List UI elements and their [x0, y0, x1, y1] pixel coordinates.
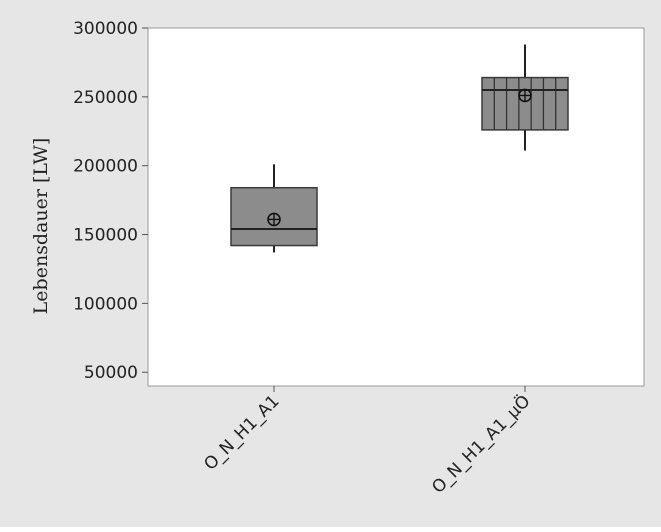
y-tick-label-3: 200000 — [73, 157, 138, 177]
y-tick-label-5: 300000 — [73, 19, 138, 39]
box-0 — [230, 164, 318, 253]
box-1 — [481, 44, 569, 151]
y-tick-label-1: 100000 — [73, 294, 138, 314]
box-series — [230, 44, 569, 253]
y-tick-label-0: 50000 — [84, 363, 138, 383]
y-tick-label-2: 150000 — [73, 226, 138, 246]
y-axis-label: Lebensdauer [LW] — [30, 138, 52, 315]
y-tick-label-4: 250000 — [73, 88, 138, 108]
y-axis: 50000 100000 150000 200000 250000 300000 — [73, 19, 148, 383]
box-rect-1 — [481, 76, 569, 131]
plot-area — [147, 27, 645, 387]
